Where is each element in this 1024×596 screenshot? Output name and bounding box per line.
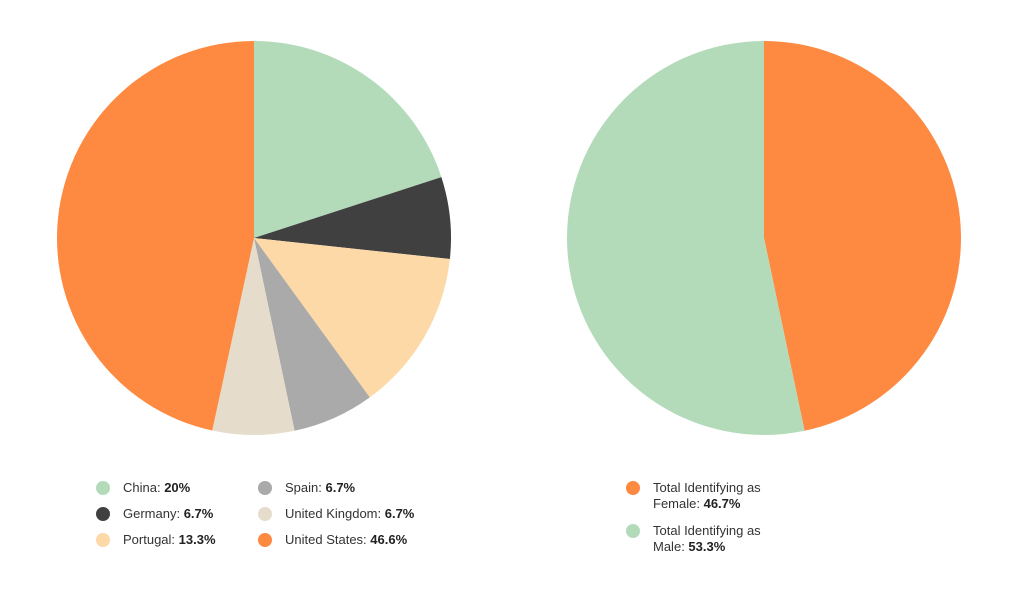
pie-slice-united-kingdom [212,238,295,435]
pie-slice-total-identifying-as-female [764,41,961,431]
legend-item-united-kingdom: United Kingdom: 6.7% [258,506,414,521]
legend-value: 6.7% [183,506,214,521]
legend-label: Total Identifying as Male [653,523,761,554]
legend-label: China [123,480,157,495]
legend-value: 6.7% [325,480,356,495]
legend-label: Germany [123,506,177,521]
legend-value: 53.3% [688,539,726,554]
pie-chart-1 [57,41,452,435]
legend-item-germany: Germany: 6.7% [96,506,213,521]
pie-chart-2 [566,41,961,435]
legend-swatch [96,481,110,495]
legend-swatch [258,507,272,521]
legend-swatch [626,481,640,495]
legend-value: 20% [164,480,191,495]
legend-item-spain: Spain: 6.7% [258,480,355,495]
pie-slice-united-states [57,41,254,431]
legend-item-female: Total Identifying as Female: 46.7% [626,480,773,512]
legend-value: 6.7% [384,506,415,521]
legend-value: 13.3% [178,532,216,547]
legend-item-male: Total Identifying as Male: 53.3% [626,523,773,555]
legend-label: United States [285,532,364,547]
pie-slice-china [254,41,442,238]
legend-swatch [258,533,272,547]
legend-item-united-states: United States: 46.6% [258,532,407,547]
legend-label: Spain [285,480,319,495]
legend-item-china: China: 20% [96,480,190,495]
legend-label: Portugal [123,532,172,547]
pie-slice-germany [254,177,452,259]
pie-slice-portugal [254,238,450,398]
legend-value: 46.6% [370,532,408,547]
legend-swatch [96,533,110,547]
legend-label: United Kingdom [285,506,378,521]
legend-swatch [626,524,640,538]
legend-swatch [96,507,110,521]
pie-slice-total-identifying-as-male [566,41,805,435]
legend-value: 46.7% [703,496,741,511]
legend-label: Total Identifying as Female [653,480,761,511]
pie-slice-spain [254,238,370,431]
legend-item-portugal: Portugal: 13.3% [96,532,216,547]
legend-swatch [258,481,272,495]
